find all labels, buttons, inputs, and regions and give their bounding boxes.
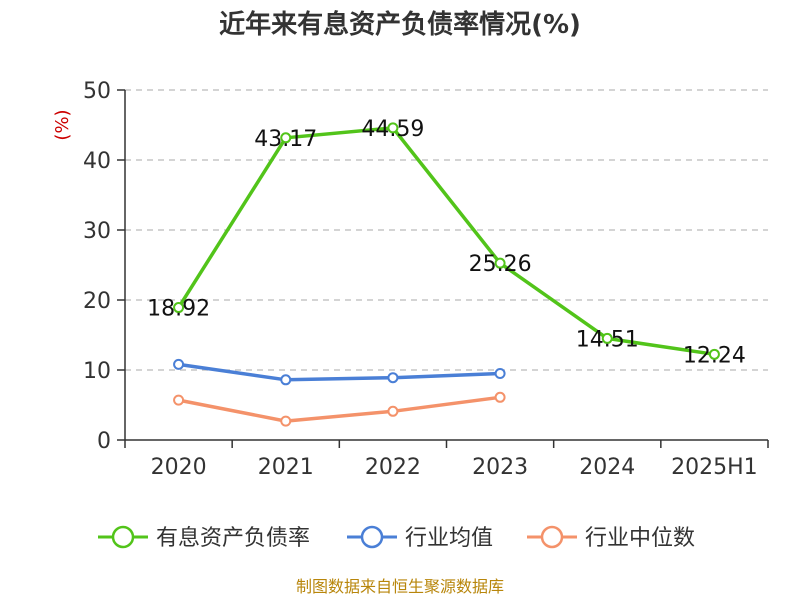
data-point bbox=[387, 405, 399, 417]
data-point bbox=[173, 358, 185, 370]
x-tick-label: 2025H1 bbox=[671, 455, 758, 480]
data-point bbox=[601, 332, 613, 344]
series-line bbox=[178, 362, 501, 382]
series-line bbox=[177, 126, 715, 357]
y-tick-label: 30 bbox=[83, 219, 111, 244]
series bbox=[173, 122, 720, 427]
data-label: 14.51 bbox=[576, 327, 639, 352]
y-tick-label: 10 bbox=[83, 359, 111, 384]
x-tick-label: 2020 bbox=[151, 455, 207, 480]
legend-marker bbox=[540, 525, 564, 549]
data-label: 43.17 bbox=[254, 127, 317, 152]
data-label: 44.59 bbox=[361, 117, 424, 142]
legend-label: 行业中位数 bbox=[585, 526, 695, 551]
x-tick-label: 2021 bbox=[258, 455, 314, 480]
data-label: 18.92 bbox=[147, 297, 210, 322]
legend-label: 行业均值 bbox=[405, 526, 493, 551]
x-tick-label: 2023 bbox=[472, 455, 528, 480]
y-tick-label: 20 bbox=[83, 289, 111, 314]
data-point bbox=[280, 374, 292, 386]
series-line bbox=[178, 395, 501, 423]
data-point bbox=[173, 394, 185, 406]
data-point bbox=[173, 302, 185, 314]
y-tick-label: 50 bbox=[83, 79, 111, 104]
legend: 有息资产负债率 行业均值 行业中位数 bbox=[98, 525, 695, 551]
legend-marker bbox=[360, 525, 384, 549]
data-point bbox=[708, 348, 720, 360]
axes: 0 10 20 30 40 50 2020 2021 2022 2023 2024 2025H1 bbox=[83, 79, 769, 480]
data-label: 12.24 bbox=[683, 343, 746, 368]
data-point bbox=[387, 372, 399, 384]
data-point bbox=[387, 122, 399, 134]
data-point bbox=[494, 257, 506, 269]
grid bbox=[125, 89, 768, 371]
x-tick-label: 2024 bbox=[579, 455, 635, 480]
chart-title: 近年来有息资产负债率情况(%) bbox=[219, 9, 581, 40]
legend-marker bbox=[111, 525, 135, 549]
data-labels: 18.92 43.17 44.59 25.26 14.51 12.24 bbox=[147, 117, 746, 368]
y-tick-label: 40 bbox=[83, 149, 111, 174]
data-point bbox=[280, 415, 292, 427]
data-point bbox=[280, 132, 292, 144]
data-point bbox=[494, 368, 506, 379]
x-tick-label: 2022 bbox=[365, 455, 421, 480]
data-label: 25.26 bbox=[469, 252, 532, 277]
legend-label: 有息资产负债率 bbox=[156, 526, 310, 551]
y-tick-label: 0 bbox=[97, 429, 111, 454]
source-note: 制图数据来自恒生聚源数据库 bbox=[296, 577, 504, 596]
data-point bbox=[494, 391, 506, 403]
y-axis-unit-label: (%) bbox=[52, 109, 73, 140]
